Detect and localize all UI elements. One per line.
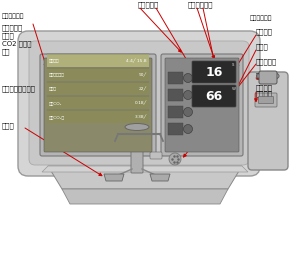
FancyBboxPatch shape <box>192 61 236 83</box>
Text: 16: 16 <box>205 66 223 78</box>
Text: 発電量ミック: 発電量ミック <box>49 73 65 77</box>
Text: 発電量: 発電量 <box>49 87 57 91</box>
FancyBboxPatch shape <box>150 152 162 159</box>
FancyBboxPatch shape <box>259 97 274 103</box>
Text: s: s <box>232 62 235 68</box>
FancyBboxPatch shape <box>29 41 249 165</box>
Text: 3.38╱: 3.38╱ <box>135 115 147 119</box>
FancyBboxPatch shape <box>248 72 288 170</box>
Ellipse shape <box>125 123 149 131</box>
Circle shape <box>184 90 193 100</box>
Text: 66: 66 <box>206 89 223 103</box>
Polygon shape <box>42 166 248 172</box>
Text: 4.4╱ 15.8: 4.4╱ 15.8 <box>126 59 147 63</box>
Text: 発電量: 発電量 <box>2 33 15 39</box>
FancyBboxPatch shape <box>44 58 152 152</box>
Text: 22╱: 22╱ <box>139 87 147 91</box>
FancyBboxPatch shape <box>47 54 149 67</box>
Ellipse shape <box>257 71 279 81</box>
Text: スピーカー: スピーカー <box>256 59 277 65</box>
FancyBboxPatch shape <box>168 123 183 135</box>
Text: ペダル: ペダル <box>2 123 15 129</box>
Circle shape <box>184 73 193 83</box>
FancyBboxPatch shape <box>255 93 277 107</box>
Polygon shape <box>150 174 170 181</box>
Text: 90╱: 90╱ <box>139 73 147 77</box>
FancyBboxPatch shape <box>18 31 260 176</box>
Text: 家電との比較: 家電との比較 <box>187 2 213 8</box>
Text: 残り時間: 残り時間 <box>256 29 273 35</box>
FancyBboxPatch shape <box>168 72 183 84</box>
Text: ［発電画面］: ［発電画面］ <box>250 15 272 21</box>
Text: ［結果表示］: ［結果表示］ <box>2 13 25 19</box>
Text: 発電CO₂: 発電CO₂ <box>49 101 62 105</box>
Circle shape <box>184 124 193 134</box>
Circle shape <box>184 107 193 117</box>
Text: スイッチ: スイッチ <box>256 91 273 97</box>
Circle shape <box>169 153 181 165</box>
FancyBboxPatch shape <box>168 89 183 101</box>
FancyBboxPatch shape <box>47 110 149 123</box>
Text: 発電ゲージ: 発電ゲージ <box>137 2 159 8</box>
Text: ランキング: ランキング <box>2 25 23 31</box>
FancyBboxPatch shape <box>40 54 156 156</box>
Text: 発電ンジ: 発電ンジ <box>49 59 59 63</box>
Text: 発電CO₂量: 発電CO₂量 <box>49 115 65 119</box>
FancyBboxPatch shape <box>47 68 149 81</box>
Text: 0.18╱: 0.18╱ <box>135 101 147 105</box>
Text: 発電量: 発電量 <box>256 44 269 50</box>
Text: スタートスイッチ: スタートスイッチ <box>2 86 36 92</box>
FancyBboxPatch shape <box>192 85 236 107</box>
FancyBboxPatch shape <box>161 54 243 156</box>
Text: CO2 削減量: CO2 削減量 <box>2 41 32 47</box>
FancyBboxPatch shape <box>165 58 239 152</box>
FancyBboxPatch shape <box>133 125 142 145</box>
Text: スタート: スタート <box>256 85 273 91</box>
Text: ハンドル: ハンドル <box>256 73 273 79</box>
FancyBboxPatch shape <box>131 126 143 173</box>
FancyBboxPatch shape <box>47 82 149 95</box>
FancyBboxPatch shape <box>47 96 149 109</box>
Polygon shape <box>104 174 124 181</box>
Polygon shape <box>48 166 242 189</box>
Polygon shape <box>62 189 228 204</box>
FancyBboxPatch shape <box>168 106 183 118</box>
Text: など: など <box>2 49 10 55</box>
Text: w: w <box>232 87 236 91</box>
FancyBboxPatch shape <box>259 71 277 84</box>
